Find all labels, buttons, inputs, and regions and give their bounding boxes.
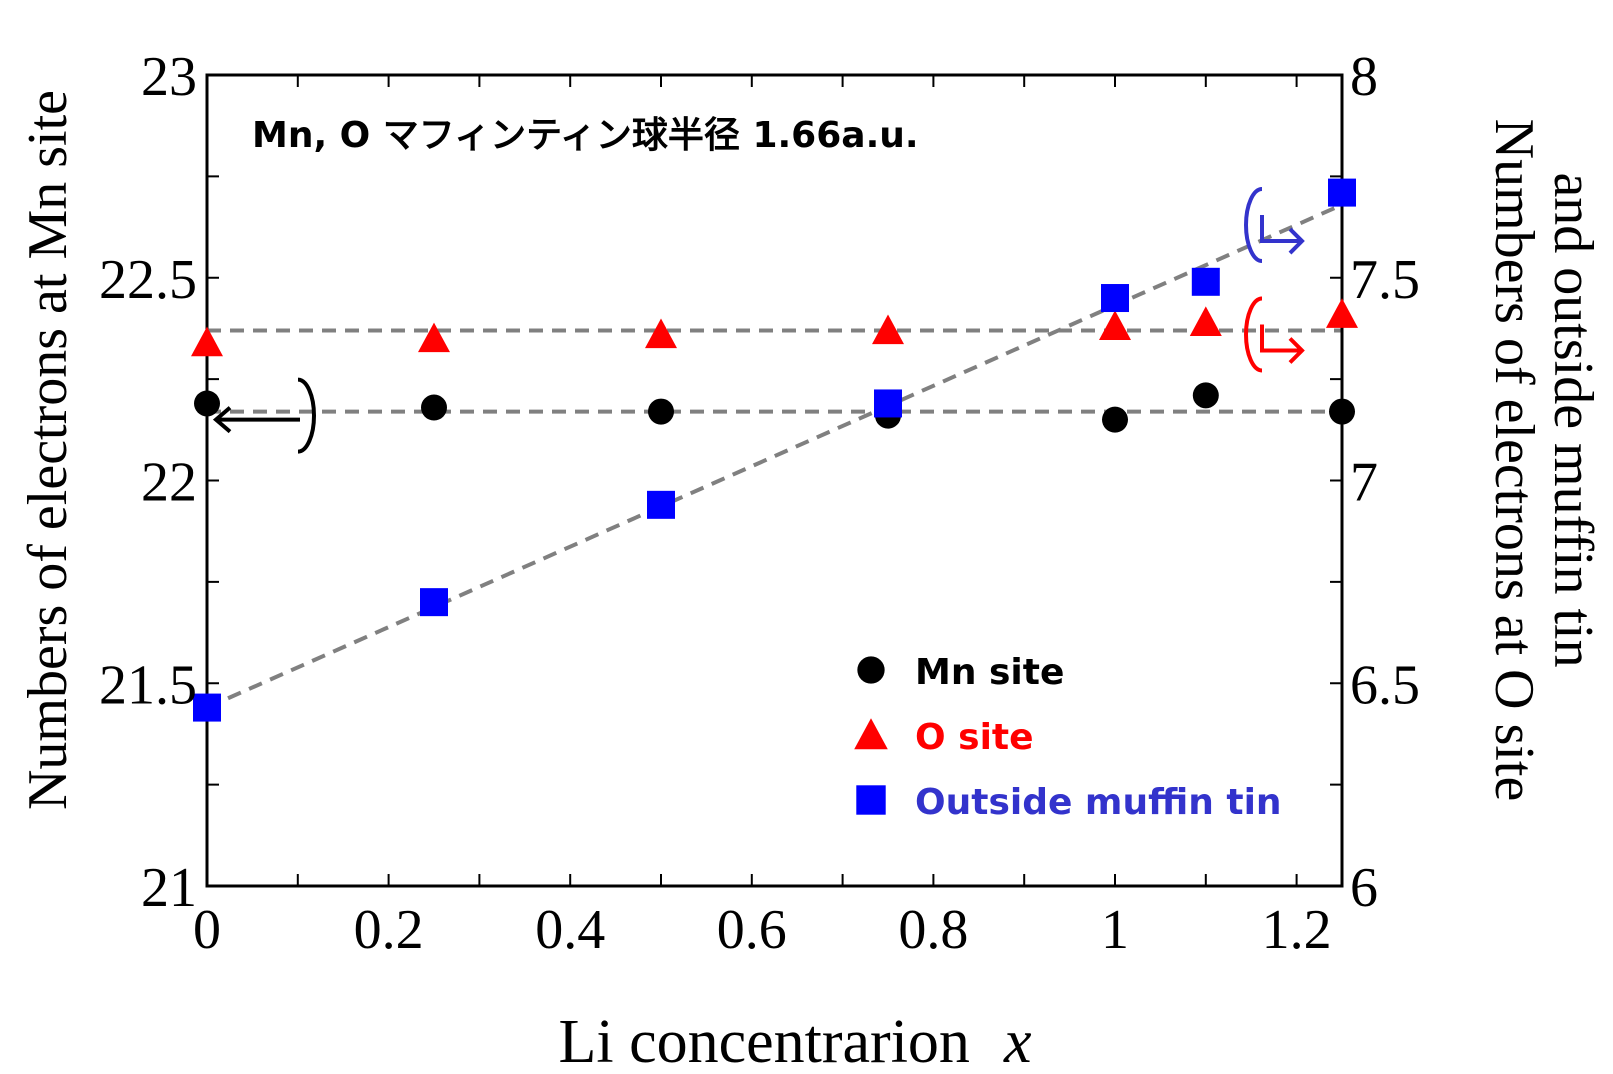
data-point-square: [193, 693, 221, 722]
legend-label: Mn site: [915, 652, 1064, 693]
data-point-square: [420, 588, 448, 617]
legend-label: Outside muffin tin: [915, 782, 1282, 823]
data-point-triangle: [645, 318, 677, 349]
x-tick-label: 1.2: [1262, 899, 1332, 961]
y-right-tick-label: 8: [1350, 46, 1378, 108]
data-point-circle: [1329, 398, 1355, 425]
data-point-circle: [194, 390, 220, 417]
data-point-circle: [421, 394, 447, 421]
indicator-arrow-head: [1288, 337, 1305, 364]
x-tick-label: 1: [1101, 899, 1129, 961]
data-point-square: [1191, 267, 1220, 296]
axis-indicators: [212, 187, 1305, 454]
chart-annotation: Mn, O マフィンティン球半径 1.66a.u.: [252, 115, 919, 156]
y-left-tick-label: 22: [141, 452, 197, 514]
x-tick-label: 0.8: [898, 899, 968, 961]
data-point-circle: [1102, 406, 1128, 433]
tick-labels: 0 0.2 0.4 0.6 0.8 1 1.2 21 21.5 22 22.5 23 6 6.5 7 7.5 8: [99, 46, 1420, 961]
data-point-triangle: [872, 314, 904, 345]
y-right-tick-label: 6.5: [1350, 654, 1420, 716]
data-point-triangle: [1099, 310, 1131, 341]
legend-label: O site: [915, 717, 1034, 758]
y-axis-left-label: Numbers of electrons at Mn site: [17, 90, 79, 810]
indicator-arc: [1244, 296, 1263, 373]
indicator-arrow-head: [1288, 227, 1305, 255]
indicator-arc: [297, 377, 316, 454]
axis-indicator-right: [1244, 296, 1305, 373]
y-left-tick-label: 21.5: [99, 654, 197, 716]
y-right-tick-label: 7: [1350, 452, 1378, 514]
y-right-tick-label: 7.5: [1350, 249, 1420, 311]
plot-frame: [205, 73, 1344, 888]
y-axis-right-label-line1: Numbers of electrons at O site: [1483, 119, 1545, 802]
data-point-circle: [857, 656, 885, 684]
x-axis-label: Li concentrarion x: [559, 1008, 1032, 1074]
x-axis-variable: x: [1003, 1008, 1032, 1074]
data-point-circle: [648, 398, 674, 425]
reference-line: [206, 202, 1343, 710]
y-left-tick-label: 22.5: [99, 249, 197, 311]
data-point-square: [1328, 178, 1356, 207]
data-point-circle: [1192, 382, 1219, 409]
x-tick-label: 0.6: [717, 899, 787, 961]
data-marks: [191, 178, 1358, 722]
indicator-arrow-shaft: [1260, 215, 1302, 244]
axis-indicator-left: [212, 377, 316, 454]
data-point-triangle: [191, 326, 223, 357]
data-point-square: [856, 785, 886, 815]
tick-marks: [206, 74, 1342, 887]
indicator-arrow-head: [212, 406, 232, 434]
data-point-square: [647, 490, 675, 519]
axis-indicator-right: [1244, 187, 1305, 264]
x-tick-label: 0.2: [354, 899, 424, 961]
y-axis-right-label-line2: and outside muffin tin: [1542, 172, 1604, 667]
data-point-triangle: [854, 718, 888, 750]
x-axis-label-text: Li concentrarion: [559, 1008, 970, 1074]
y-left-tick-label: 23: [141, 46, 197, 108]
data-point-triangle: [1326, 298, 1358, 328]
legend: Mn site O site Outside muffin tin: [854, 652, 1282, 823]
indicator-arrow-shaft: [1260, 324, 1302, 353]
x-tick-label: 0: [193, 899, 221, 961]
y-left-tick-label: 21: [141, 857, 197, 919]
data-point-square: [1101, 284, 1129, 313]
data-point-triangle: [1189, 306, 1222, 336]
data-point-square: [874, 389, 902, 418]
indicator-arc: [1244, 187, 1263, 264]
data-point-triangle: [418, 322, 450, 353]
x-tick-label: 0.4: [535, 899, 605, 961]
reference-lines: [206, 202, 1343, 710]
y-right-tick-label: 6: [1350, 857, 1378, 919]
